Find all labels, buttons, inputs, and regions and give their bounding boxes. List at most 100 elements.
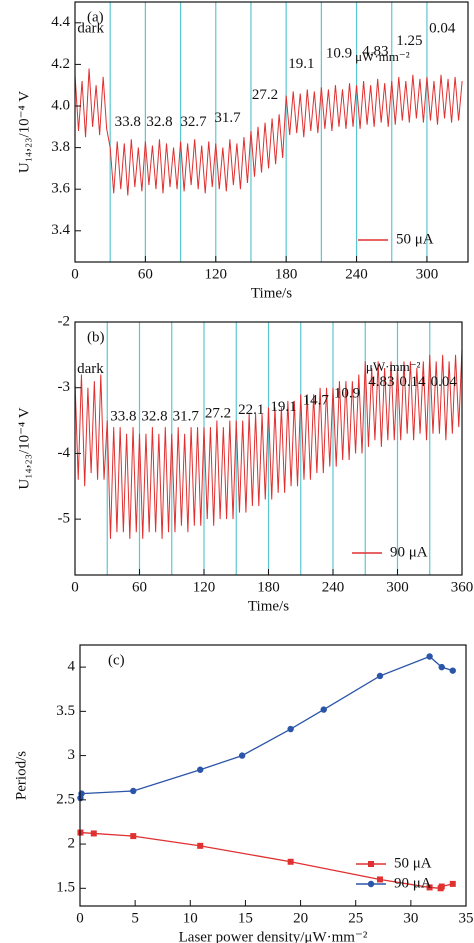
x-tick-label: 15 (238, 910, 253, 926)
y-tick-label: 3 (68, 747, 76, 763)
y-axis-label: U₁₄,₂₃/10⁻⁴ V (16, 407, 32, 489)
annotation: 32.7 (180, 114, 207, 130)
y-tick-label: 2.5 (56, 791, 75, 807)
point (287, 858, 294, 865)
legend-label: 90 μA (394, 875, 432, 891)
point (426, 653, 433, 660)
x-tick-label: 60 (132, 579, 147, 595)
legend-label: 50 μA (394, 855, 432, 871)
data-line (79, 655, 453, 799)
point (130, 833, 137, 840)
annotation: 10.9 (334, 386, 360, 402)
y-tick-label: 1.5 (56, 880, 75, 896)
y-axis-label: Period/s (13, 751, 29, 800)
annotation: 0.04 (429, 20, 456, 36)
y-tick-label: 3.4 (51, 222, 70, 238)
point (426, 884, 433, 891)
annotation: 33.8 (110, 409, 136, 425)
annotation: 19.1 (270, 399, 296, 415)
point (130, 787, 137, 795)
y-tick-label: -3 (58, 379, 71, 395)
y-axis-label: U₁₄,₂₃/10⁻⁴ V (16, 91, 32, 173)
annotation: 32.8 (141, 409, 167, 425)
point (78, 790, 85, 797)
annotation: dark (77, 20, 104, 36)
plot-frame (79, 644, 467, 907)
panel-label: (b) (87, 329, 105, 345)
annotation: μW·mm⁻² (355, 49, 410, 64)
annotation: 1.25 (396, 33, 422, 49)
legend-marker (367, 880, 375, 888)
x-tick-label: 240 (345, 266, 368, 282)
x-tick-label: 35 (459, 910, 474, 926)
x-tick-label: 5 (131, 910, 139, 926)
annotation: 4.83 (362, 43, 388, 59)
x-axis-label: Time/s (251, 285, 292, 301)
x-tick-label: 25 (348, 910, 363, 926)
annotation: dark (77, 361, 104, 377)
x-tick-label: 240 (322, 579, 345, 595)
panel-label: (c) (108, 652, 125, 668)
y-tick-label: 3.5 (56, 703, 75, 719)
point (376, 672, 384, 680)
y-tick-label: 3.8 (51, 139, 70, 155)
x-tick-label: 0 (71, 266, 79, 282)
point (320, 706, 327, 713)
x-tick-label: 20 (293, 910, 308, 926)
point (90, 830, 97, 837)
point (438, 883, 445, 890)
point (438, 663, 445, 671)
annotation: 32.8 (146, 114, 172, 130)
legend-marker (368, 861, 374, 867)
panel-label: (a) (87, 9, 104, 25)
annotation: μW·mm⁻² (366, 359, 421, 374)
data-line (74, 68, 463, 196)
x-axis-label: Laser power density/μW·mm⁻² (179, 929, 368, 943)
y-tick-label: 3.6 (51, 181, 70, 197)
y-tick-label: 4.0 (51, 97, 70, 113)
x-axis-label: Time/s (248, 598, 289, 614)
plot-frame (74, 1, 469, 263)
point (287, 725, 294, 733)
x-tick-label: 120 (205, 266, 228, 282)
point (376, 876, 383, 883)
annotation: 10.9 (326, 45, 352, 61)
x-tick-label: 180 (275, 266, 298, 282)
x-tick-label: 10 (183, 910, 198, 926)
point (238, 752, 246, 759)
legend-label: 50 μA (396, 231, 434, 247)
annotation: 4.83 (368, 374, 394, 390)
y-tick-label: 4.2 (51, 56, 70, 72)
x-tick-label: 300 (386, 579, 409, 595)
y-tick-label: 4.4 (51, 14, 70, 30)
x-tick-label: 0 (71, 579, 79, 595)
x-tick-label: 360 (451, 579, 474, 595)
y-tick-label: -4 (58, 445, 71, 461)
annotation: 0.04 (431, 374, 458, 390)
x-tick-label: 60 (138, 266, 153, 282)
annotation: 27.2 (205, 405, 231, 421)
x-tick-label: 300 (416, 266, 439, 282)
annotation: 19.1 (288, 56, 314, 72)
legend-label: 90 μA (390, 544, 428, 560)
annotation: 31.7 (214, 110, 241, 126)
annotation: 22.1 (238, 402, 264, 418)
x-tick-label: 180 (257, 579, 280, 595)
annotation: 33.8 (115, 114, 141, 130)
y-tick-label: 2 (68, 836, 76, 852)
annotation: 27.2 (252, 87, 278, 103)
data-line (74, 348, 463, 539)
x-tick-label: 30 (403, 910, 418, 926)
point (197, 842, 204, 849)
y-tick-label: -5 (58, 511, 71, 527)
y-tick-label: -2 (58, 313, 71, 329)
x-tick-label: 120 (193, 579, 216, 595)
point (449, 880, 456, 887)
x-tick-label: 0 (76, 910, 84, 926)
annotation: 0.14 (399, 374, 426, 390)
y-tick-label: 4 (68, 659, 76, 675)
annotation: 14.7 (303, 392, 330, 408)
annotation: 31.7 (173, 409, 200, 425)
point (449, 667, 456, 674)
